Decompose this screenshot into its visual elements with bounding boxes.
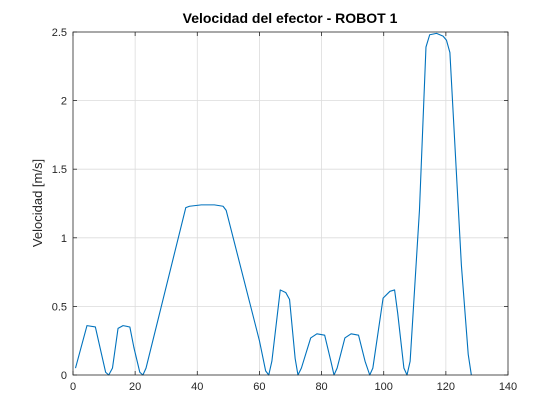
x-tick-label: 0 [70,381,76,393]
y-tick-label: 1.5 [52,164,67,176]
axes-box [72,31,509,376]
plot-area [73,32,508,375]
x-tick-label: 80 [315,381,327,393]
y-axis-label: Velocidad [m/s] [30,159,45,247]
y-tick-label: 2 [61,96,67,108]
x-tick-labels: 0 20 40 60 80 100 120 140 [70,381,517,393]
x-tick-label: 140 [499,381,517,393]
y-tick-label: 2.5 [52,27,67,39]
y-tick-labels: 0 0.5 1 1.5 2 2.5 [52,27,67,382]
x-tick-label: 100 [375,381,393,393]
chart-title: Velocidad del efector - ROBOT 1 [183,10,398,26]
grid-lines [73,32,508,375]
y-tick-label: 1 [61,233,67,245]
x-tick-label: 40 [191,381,203,393]
series-line [74,32,472,376]
tick-marks [72,31,509,376]
y-tick-label: 0.5 [52,301,67,313]
x-tick-label: 60 [253,381,265,393]
series-layer [74,32,472,376]
x-tick-label: 120 [437,381,455,393]
y-tick-label: 0 [61,370,67,382]
x-tick-label: 20 [129,381,141,393]
